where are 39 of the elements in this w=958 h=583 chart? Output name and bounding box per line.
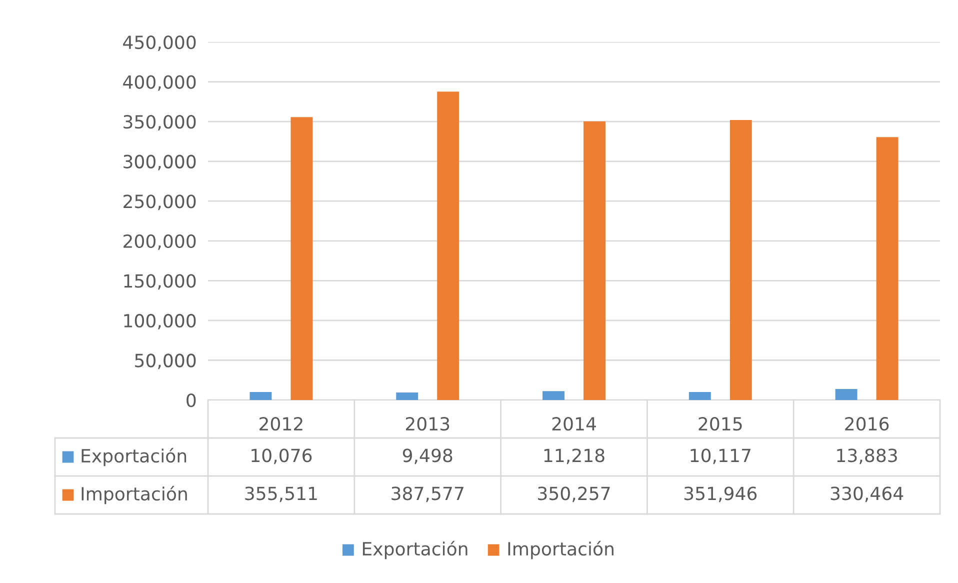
data-label: 355,511 — [245, 486, 317, 502]
bar — [542, 391, 564, 400]
bar — [584, 121, 606, 400]
y-tick-label: 200,000 — [124, 234, 196, 250]
y-tick-label: 250,000 — [124, 194, 196, 210]
bar — [396, 392, 418, 400]
data-label: 10,117 — [690, 448, 750, 464]
data-label: 387,577 — [392, 486, 464, 502]
bar — [290, 117, 313, 400]
y-tick-label: 0 — [186, 393, 196, 408]
legend-label: Importación — [82, 486, 187, 504]
data-label: 11,218 — [544, 448, 604, 464]
bar — [876, 137, 898, 400]
x-tick-label: 2013 — [406, 416, 450, 431]
bar — [688, 392, 711, 400]
text: Importación — [508, 540, 614, 560]
y-tick-label: 50,000 — [135, 354, 196, 370]
text: Exportación — [362, 540, 468, 560]
y-tick-label: 350,000 — [124, 115, 196, 131]
x-tick-label: 2016 — [845, 416, 889, 431]
bar — [437, 92, 460, 400]
x-tick-label: 2012 — [260, 416, 302, 431]
data-label: 350,257 — [538, 486, 610, 502]
bar — [250, 392, 272, 400]
bar — [835, 388, 858, 400]
y-tick-label: 400,000 — [123, 75, 196, 91]
x-tick-label: 2014 — [552, 416, 596, 431]
x-tick-label: 2015 — [698, 416, 742, 431]
data-label: 351,946 — [684, 486, 757, 502]
bar — [730, 120, 752, 400]
data-label: 10,076 — [252, 448, 312, 464]
data-label: 13,883 — [837, 448, 897, 464]
legend-label: Exportación — [82, 448, 186, 466]
y-tick-label: 300,000 — [124, 154, 196, 170]
data-label: 330,464 — [830, 486, 904, 502]
data-label: 9,498 — [402, 448, 452, 464]
y-tick-label: 450,000 — [123, 35, 196, 51]
y-tick-label: 150,000 — [124, 274, 196, 290]
y-tick-label: 100,000 — [124, 314, 196, 330]
